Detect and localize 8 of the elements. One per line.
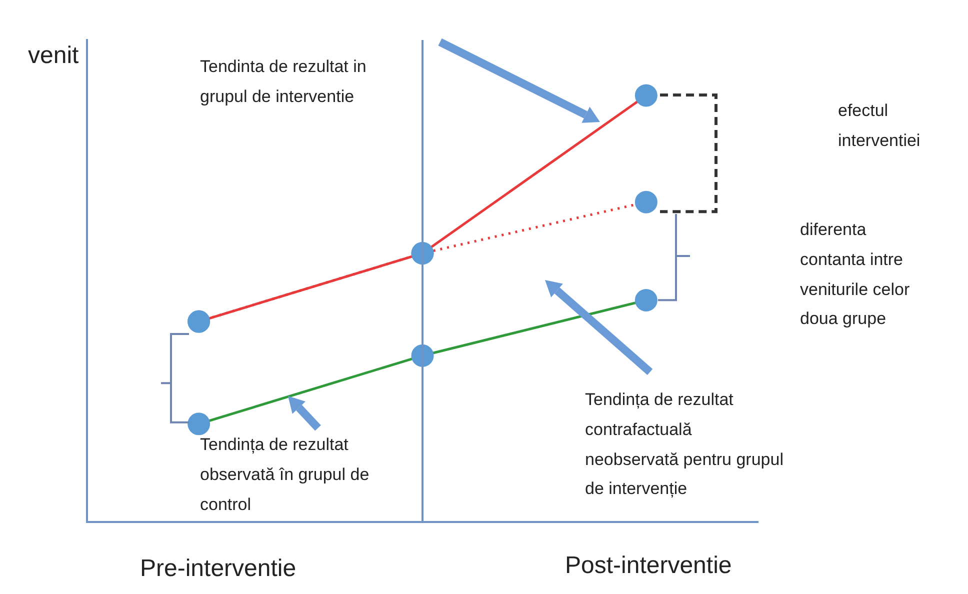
text: diferenta contanta intre veniturile celor doua grupe bbox=[800, 219, 911, 330]
annotation: Tendința de rezultat contrafactuală neobservată pentru grupul de intervenție bbox=[585, 389, 784, 500]
annotation: Tendinta de rezultat in grupul de interventie bbox=[200, 56, 368, 108]
text: efectul interventiei bbox=[838, 100, 922, 152]
y-axis-title: venit bbox=[28, 42, 79, 70]
annotation: Tendința de rezultat observată în grupul de control bbox=[200, 434, 370, 516]
text: Pre-interventie bbox=[140, 554, 298, 584]
text: Post-interventie bbox=[565, 551, 733, 581]
